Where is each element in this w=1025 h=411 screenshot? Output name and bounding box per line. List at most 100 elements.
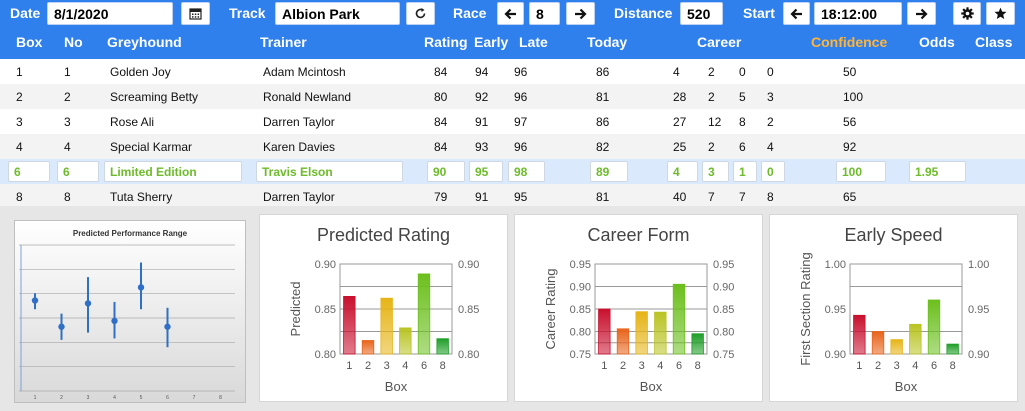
- range-point-box-2[interactable]: [58, 323, 65, 330]
- range-point-box-5[interactable]: [137, 284, 145, 291]
- cell-trainer: Travis Elson: [256, 161, 403, 182]
- bar-box-6[interactable]: [417, 273, 431, 355]
- table-row[interactable]: 8 8 Tuta Sherry Darren Taylor 79 91 95 8…: [0, 184, 1025, 209]
- distance-field[interactable]: 520: [680, 2, 723, 25]
- chart-title: Predicted Rating: [316, 225, 451, 245]
- y-axis-label: Predicted: [288, 282, 303, 337]
- y-tick-label-right: 0.90: [713, 282, 734, 294]
- y-tick-label-right: 0.85: [458, 304, 479, 316]
- col-rating[interactable]: Rating: [424, 34, 468, 50]
- cell-today: 81: [596, 90, 610, 104]
- bar-box-3[interactable]: [890, 339, 903, 355]
- cell-today: 86: [596, 65, 610, 79]
- table-row[interactable]: 1 1 Golden Joy Adam Mcintosh 84 94 96 86…: [0, 59, 1025, 84]
- x-axis-label: Box: [640, 379, 663, 394]
- cell-box: 6: [8, 161, 50, 182]
- col-trainer[interactable]: Trainer: [260, 34, 307, 50]
- cell-confidence: 100: [843, 90, 864, 104]
- x-tick-label: 7: [193, 395, 196, 401]
- cell-early: 93: [475, 140, 489, 154]
- x-tick-label: 2: [60, 395, 63, 401]
- range-point-box-4[interactable]: [111, 317, 118, 325]
- cell-late: 96: [514, 140, 528, 154]
- bar-box-2[interactable]: [616, 328, 630, 355]
- cell-confidence: 100: [836, 161, 886, 182]
- cell-career-starts: 27: [673, 115, 687, 129]
- star-icon: [994, 7, 1007, 19]
- table-row-selected[interactable]: 6 6 Limited Edition Travis Elson 90 95 9…: [0, 159, 1025, 184]
- cell-confidence: 92: [843, 140, 857, 154]
- bar-box-1[interactable]: [598, 308, 611, 355]
- range-point-box-3[interactable]: [84, 300, 92, 307]
- col-class[interactable]: Class: [975, 34, 1013, 50]
- y-tick-label-left: 0.95: [825, 304, 846, 316]
- settings-button[interactable]: [953, 2, 981, 25]
- bar-box-4[interactable]: [654, 311, 667, 355]
- bar-box-8[interactable]: [436, 338, 449, 355]
- col-box[interactable]: Box: [16, 34, 43, 50]
- cell-late: 95: [514, 190, 528, 204]
- bar-box-4[interactable]: [399, 327, 412, 355]
- y-tick-label-right: 0.95: [713, 259, 734, 271]
- start-time-field[interactable]: 18:12:00: [814, 2, 902, 25]
- cell-no: 4: [64, 140, 71, 154]
- cell-career-starts: 4: [667, 161, 698, 182]
- cell-late: 98: [508, 161, 545, 182]
- col-early[interactable]: Early: [474, 34, 509, 50]
- cell-box: 3: [16, 115, 23, 129]
- bar-box-3[interactable]: [380, 297, 393, 355]
- col-greyhound[interactable]: Greyhound: [107, 34, 182, 50]
- x-tick-label: 8: [219, 395, 222, 401]
- cell-greyhound: Golden Joy: [110, 65, 171, 79]
- date-field[interactable]: 8/1/2020: [47, 2, 173, 25]
- cell-today: 86: [596, 115, 610, 129]
- table-row[interactable]: 3 3 Rose Ali Darren Taylor 84 91 97 86 2…: [0, 109, 1025, 134]
- cell-trainer: Darren Taylor: [263, 115, 335, 129]
- calendar-button[interactable]: [181, 2, 210, 25]
- cell-career-starts: 28: [673, 90, 687, 104]
- bar-box-1[interactable]: [343, 296, 356, 355]
- cell-today: 82: [596, 140, 610, 154]
- cell-trainer: Darren Taylor: [263, 190, 335, 204]
- bar-box-4[interactable]: [909, 323, 922, 355]
- table-row[interactable]: 4 4 Special Karmar Karen Davies 84 93 96…: [0, 134, 1025, 159]
- cell-rating: 84: [434, 115, 448, 129]
- col-confidence[interactable]: Confidence: [811, 34, 888, 50]
- col-career[interactable]: Career: [697, 34, 742, 50]
- bar-box-2[interactable]: [361, 340, 375, 355]
- race-field[interactable]: 8: [529, 2, 560, 25]
- bar-box-6[interactable]: [672, 283, 686, 355]
- bar-box-8[interactable]: [946, 343, 959, 355]
- col-no[interactable]: No: [64, 34, 83, 50]
- bar-box-8[interactable]: [691, 333, 704, 355]
- bar-box-3[interactable]: [635, 311, 648, 355]
- range-point-box-6[interactable]: [164, 323, 171, 330]
- cell-trainer: Karen Davies: [263, 140, 336, 154]
- track-field[interactable]: Albion Park: [275, 2, 400, 25]
- race-next-button[interactable]: [566, 2, 595, 25]
- bar-box-2[interactable]: [871, 331, 885, 355]
- range-point-box-1[interactable]: [31, 297, 39, 304]
- bar-box-1[interactable]: [853, 314, 866, 355]
- race-prev-button[interactable]: [497, 2, 524, 25]
- x-tick-label: 6: [676, 360, 682, 372]
- start-prev-button[interactable]: [783, 2, 810, 25]
- x-tick-label: 2: [875, 360, 881, 372]
- cell-early: 91: [475, 190, 489, 204]
- col-odds[interactable]: Odds: [919, 34, 955, 50]
- distance-label: Distance: [614, 5, 673, 21]
- bar-box-6[interactable]: [927, 299, 941, 355]
- col-today[interactable]: Today: [587, 34, 628, 50]
- track-label: Track: [229, 5, 266, 21]
- y-tick-label-right: 0.80: [458, 349, 479, 361]
- refresh-icon: [415, 8, 426, 19]
- cell-career-wins: 2: [708, 90, 715, 104]
- start-next-button[interactable]: [907, 2, 936, 25]
- cell-rating: 84: [434, 65, 448, 79]
- table-row[interactable]: 2 2 Screaming Betty Ronald Newland 80 92…: [0, 84, 1025, 109]
- refresh-button[interactable]: [406, 2, 435, 25]
- col-late[interactable]: Late: [519, 34, 548, 50]
- x-axis-label: Box: [385, 379, 408, 394]
- cell-early: 91: [475, 115, 489, 129]
- favourite-button[interactable]: [986, 2, 1015, 25]
